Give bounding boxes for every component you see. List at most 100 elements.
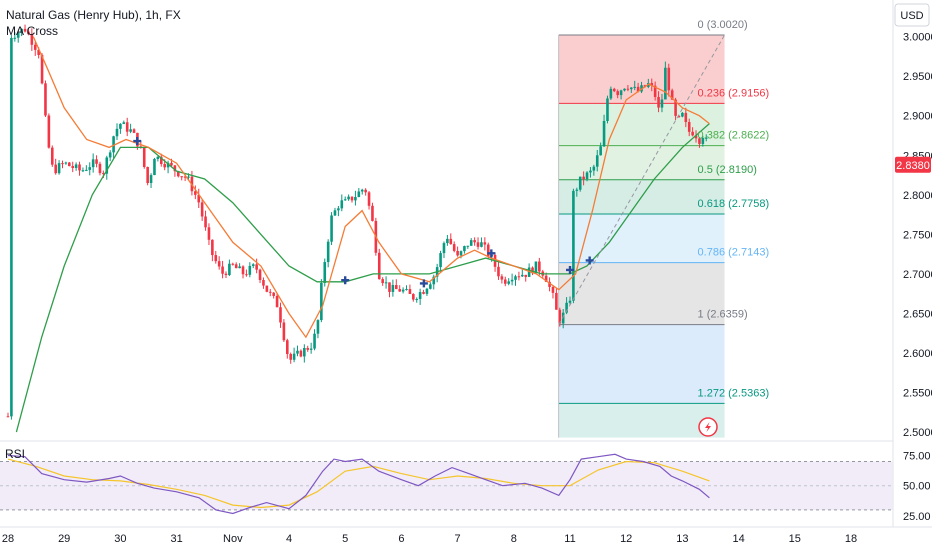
- rsi-line: [7, 453, 710, 515]
- candle-body: [347, 196, 350, 200]
- candle-body: [303, 347, 306, 357]
- candle-body: [534, 261, 538, 274]
- time-axis-ticks[interactable]: 28 29 30 31 Nov 4 5 6 7 8 11 12 13 14 15 18: [2, 533, 857, 545]
- candle-body: [159, 156, 163, 165]
- price-tick-label: 2.7000: [903, 269, 932, 281]
- candle-body: [221, 266, 224, 274]
- candle-body: [166, 162, 170, 168]
- candle-body: [616, 91, 619, 96]
- candle-body: [514, 276, 517, 280]
- fib-label-0: 0 (3.0020): [698, 19, 748, 31]
- fibonacci-labels: 0 (3.0020) 0.236 (2.9156) 0.382 (2.8622) 0.…: [698, 19, 770, 399]
- candle-body: [98, 163, 102, 174]
- time-tick-label: 11: [564, 533, 575, 545]
- candle-body: [129, 129, 132, 132]
- candle-body: [112, 136, 115, 153]
- candle-body: [354, 196, 357, 201]
- candle-body: [463, 246, 466, 252]
- candle-body: [531, 267, 534, 274]
- candle-body: [667, 67, 671, 91]
- candle-body: [681, 112, 684, 117]
- candle-body: [422, 292, 425, 294]
- price-tick-label: 2.5000: [903, 427, 932, 439]
- candle-body: [476, 242, 480, 247]
- currency-button[interactable]: [894, 3, 930, 27]
- candle-body: [299, 350, 303, 357]
- lightning-icon[interactable]: [698, 417, 718, 437]
- candle-body: [44, 83, 47, 116]
- candle-body: [272, 292, 275, 296]
- candle-body: [619, 90, 623, 96]
- candle-body: [555, 292, 558, 310]
- candle-body: [429, 284, 432, 289]
- ma-cross-marker: [487, 249, 496, 258]
- candle-body: [163, 164, 166, 168]
- candle-body: [371, 205, 374, 221]
- ma-cross-marker: [566, 265, 574, 274]
- candle-body: [480, 242, 483, 247]
- candle-body: [119, 123, 122, 129]
- candle-body: [575, 189, 579, 191]
- rsi-label[interactable]: RSI: [5, 447, 25, 461]
- candle-body: [292, 353, 296, 360]
- candle-body: [204, 216, 207, 228]
- time-tick-label: 4: [286, 533, 292, 545]
- price-tick-label: 2.6000: [903, 348, 932, 360]
- candle-body: [698, 138, 701, 144]
- candle-body: [483, 242, 487, 245]
- candle-body: [449, 238, 453, 245]
- candle-body: [439, 253, 442, 268]
- candle-body: [313, 333, 316, 349]
- fib-label-0.236: 0.236 (2.9156): [698, 87, 770, 99]
- candle-body: [432, 276, 436, 285]
- candle-body: [664, 67, 667, 100]
- candle-body: [660, 99, 664, 108]
- candle-body: [398, 289, 401, 292]
- candle-body: [10, 37, 13, 417]
- candle-body: [609, 88, 613, 99]
- price-tick-label: 2.6500: [903, 308, 932, 320]
- candle-body: [255, 264, 258, 270]
- candle-body: [108, 152, 112, 158]
- time-tick-label: 6: [398, 533, 404, 545]
- candle-body: [333, 210, 337, 216]
- price-tick-label: 2.9000: [903, 111, 932, 123]
- candle-body: [497, 266, 500, 277]
- rsi-pane[interactable]: RSI: [0, 447, 893, 515]
- price-tick-label: 2.5500: [903, 388, 932, 400]
- fib-label-0.5: 0.5 (2.8190): [698, 164, 757, 176]
- indicator-label[interactable]: MA Cross: [6, 24, 58, 38]
- candle-body: [279, 307, 282, 323]
- candle-body: [657, 96, 660, 108]
- candle-body: [316, 320, 320, 334]
- price-pane[interactable]: 0 (3.0020) 0.236 (2.9156) 0.382 (2.8622) 0.…: [6, 19, 770, 438]
- ma-cross-marker: [341, 276, 350, 285]
- candle-body: [599, 146, 602, 156]
- candle-body: [224, 273, 228, 276]
- fib-label-1.272: 1.272 (2.5363): [698, 387, 770, 399]
- currency-label: USD: [900, 10, 923, 22]
- time-tick-label: 28: [2, 533, 14, 545]
- candle-body: [466, 245, 470, 247]
- candle-body: [394, 285, 398, 290]
- candle-body: [633, 86, 637, 88]
- candle-body: [61, 163, 64, 165]
- candle-body: [231, 263, 235, 265]
- candle-body: [194, 191, 197, 195]
- candle-body: [405, 289, 408, 291]
- candle-body: [684, 112, 688, 123]
- candle-body: [412, 293, 415, 300]
- candle-body: [91, 159, 95, 168]
- symbol-title[interactable]: Natural Gas (Henry Hub), 1h, FX: [6, 8, 181, 22]
- ma-cross-marker: [133, 137, 142, 146]
- price-tick-label: 2.7500: [903, 229, 932, 241]
- fibonacci-retracement[interactable]: [558, 34, 725, 438]
- candle-body: [33, 44, 37, 50]
- price-axis-ticks[interactable]: 3.00002.95002.90002.85002.80002.75002.70…: [903, 32, 932, 439]
- rsi-tick-label: 25.00: [903, 511, 931, 523]
- candle-body: [37, 49, 40, 55]
- candle-body: [309, 348, 313, 350]
- candle-body: [367, 192, 371, 206]
- candle-body: [446, 238, 449, 244]
